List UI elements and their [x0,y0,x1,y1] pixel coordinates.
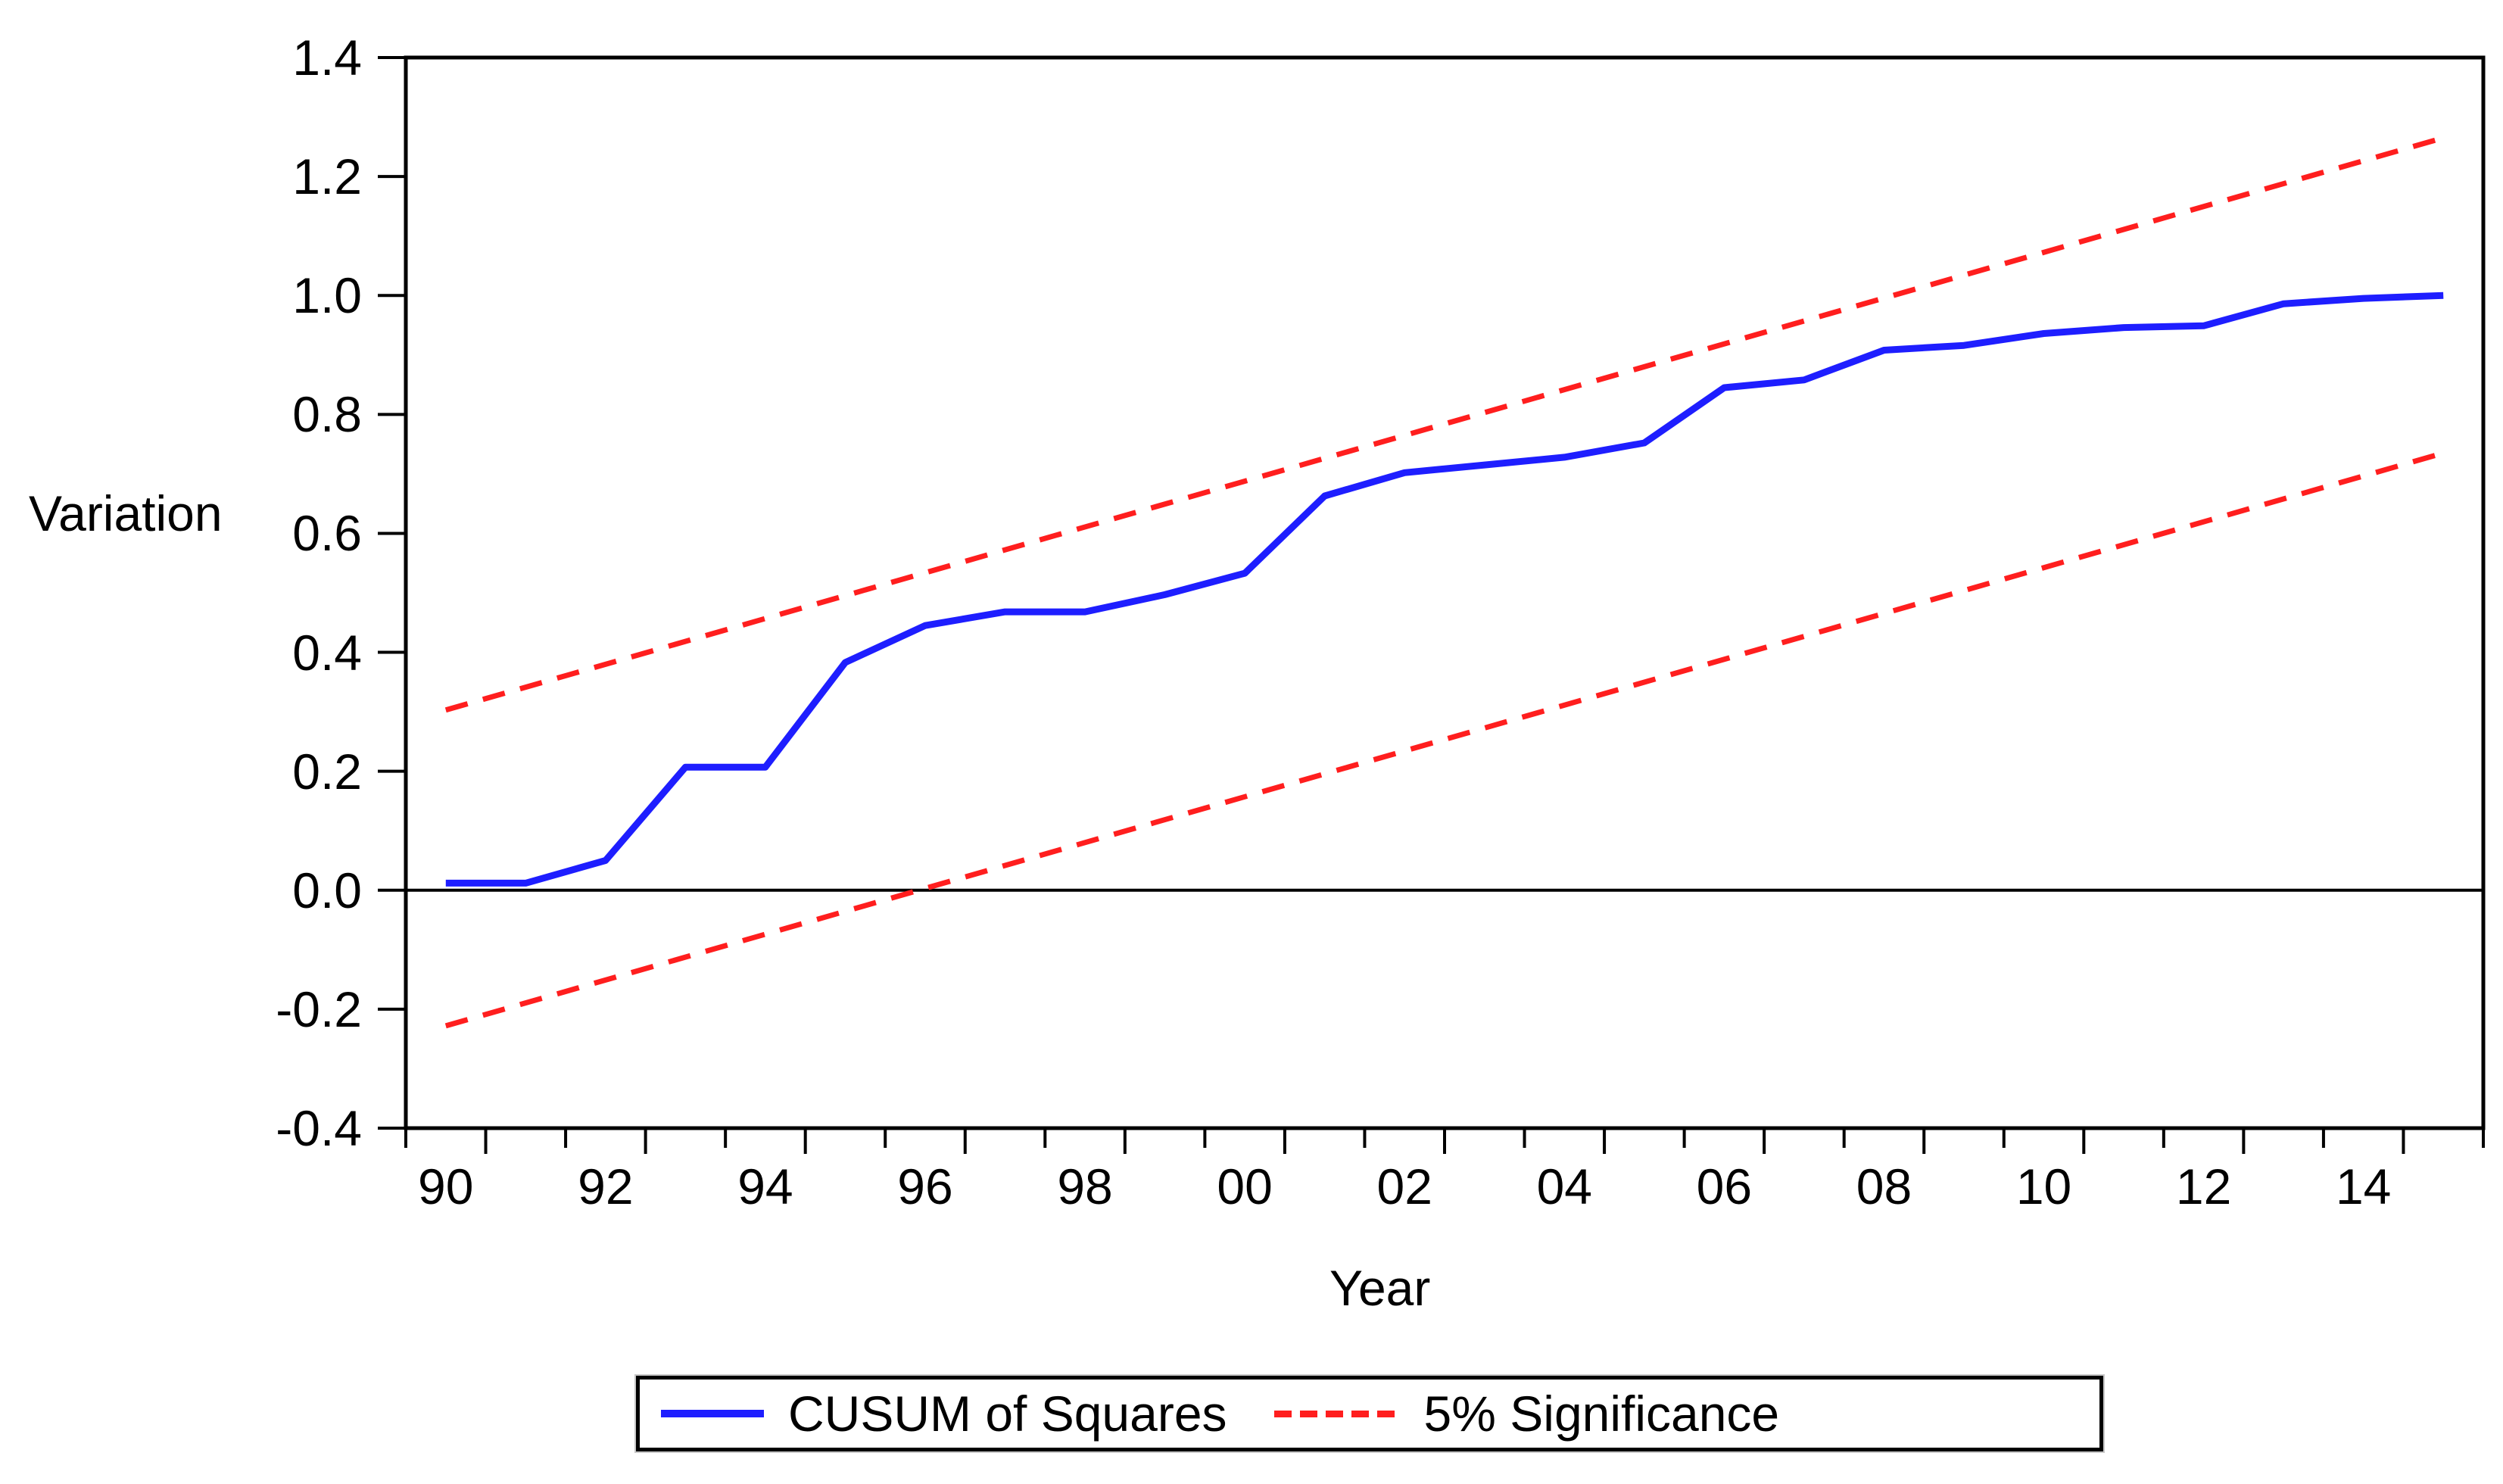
x-tick-label: 12 [2175,1158,2232,1214]
x-tick-label: 00 [1217,1158,1273,1214]
cusum-of-squares-line [445,292,2444,887]
significance-lower-line [444,450,2445,1029]
y-tick-label: -0.4 [276,1100,362,1156]
cusum-line-swatch-icon [661,1410,764,1417]
x-tick-label: 96 [897,1158,953,1214]
significance-dashed-swatch-icon [1273,1410,1401,1417]
x-tick-label: 90 [418,1158,474,1214]
legend: CUSUM of Squares 5% Significance [636,1376,2103,1451]
y-tick-label: 0.4 [292,624,362,681]
y-tick-label: 0.8 [292,386,362,443]
x-tick-label: 98 [1057,1158,1113,1214]
y-tick-label: 0.2 [292,743,362,800]
legend-label-cusum: CUSUM of Squares [788,1386,1227,1442]
x-tick-label: 02 [1376,1158,1432,1214]
y-axis-title: Variation [29,485,223,541]
significance-upper-line [444,135,2445,713]
x-tick-label: 14 [2335,1158,2392,1214]
y-tick-label: 1.4 [292,30,362,86]
y-tick-label: -0.2 [276,980,362,1037]
legend-item-significance: 5% Significance [1227,1386,1780,1442]
x-tick-label: 08 [1856,1158,1912,1214]
legend-item-cusum: CUSUM of Squares [661,1389,1227,1439]
x-tick-label: 06 [1696,1158,1753,1214]
y-tick-label: 1.0 [292,267,362,324]
legend-label-significance: 5% Significance [1423,1386,1780,1442]
y-tick-label: 1.2 [292,148,362,205]
x-tick-label: 10 [2015,1158,2072,1214]
y-tick-label: 0.6 [292,505,362,562]
x-tick-label: 04 [1536,1158,1592,1214]
y-tick-label: 0.0 [292,862,362,918]
x-axis-title: Year [1329,1260,1431,1316]
x-tick-label: 92 [578,1158,634,1214]
x-tick-label: 94 [737,1158,793,1214]
